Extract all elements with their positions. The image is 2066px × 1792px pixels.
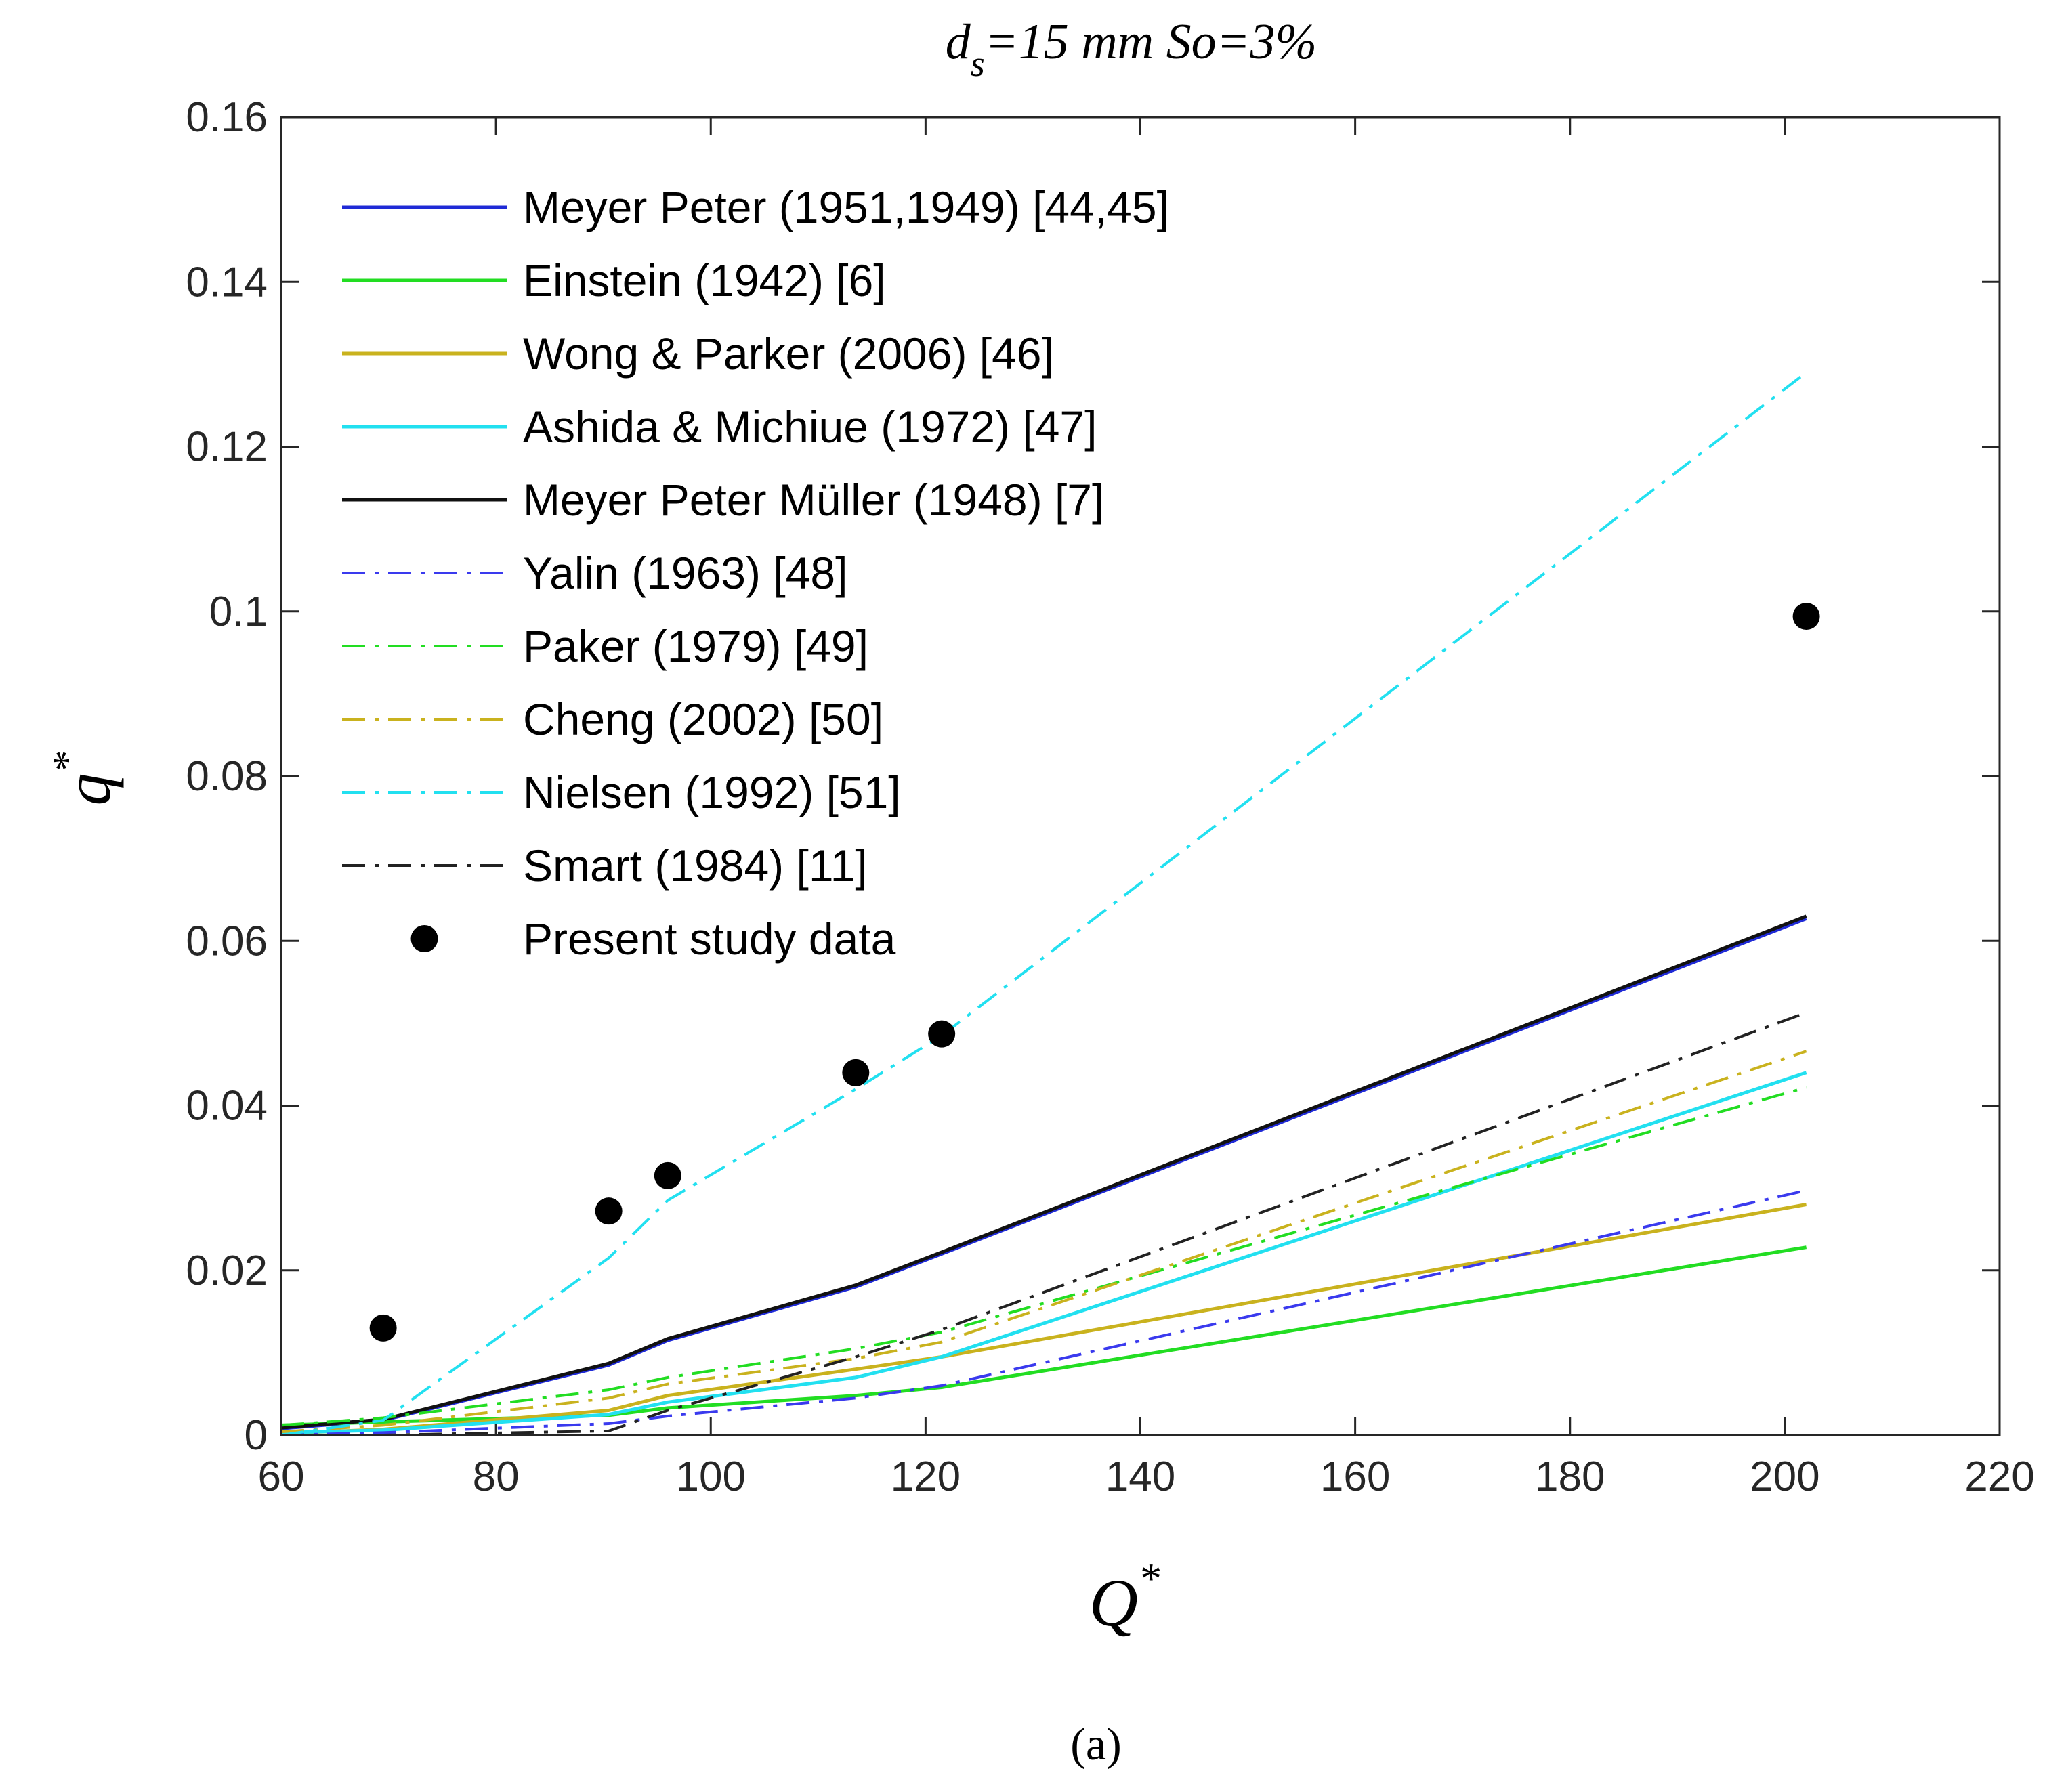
y-tick-label: 0.06 — [186, 918, 268, 964]
y-axis-label-sup: * — [45, 752, 91, 773]
legend-swatch-scatter — [410, 925, 438, 952]
legend-label-5: Yalin (1963) [48] — [523, 548, 847, 598]
series-line-5 — [280, 1189, 1807, 1436]
x-axis-label-base: Q — [1089, 1565, 1138, 1640]
chart-title-rest: =15 mm So=3% — [985, 14, 1317, 70]
legend-label-3: Ashida & Michiue (1972) [47] — [523, 402, 1097, 452]
x-tick-label: 140 — [1105, 1453, 1175, 1500]
x-tick-label: 160 — [1320, 1453, 1390, 1500]
series-line-3 — [280, 1071, 1807, 1434]
series-line-1 — [280, 1245, 1807, 1427]
y-tick-label: 0.14 — [186, 259, 268, 305]
y-tick-label: 0.16 — [186, 94, 268, 141]
x-axis-label: Q* — [1089, 1554, 1160, 1640]
x-tick-label: 60 — [258, 1453, 305, 1500]
legend-label-6: Paker (1979) [49] — [523, 621, 868, 671]
y-tick-label: 0.1 — [209, 589, 268, 635]
ticks-layer: 60 80 100 120 140 160 180 200 220 0 0.02 0.04 0.06 0.… — [186, 94, 2034, 1500]
legend: Meyer Peter (1951,1949) [44,45] Einstein … — [342, 182, 1169, 964]
x-tick-label: 200 — [1750, 1453, 1819, 1500]
x-axis-label-sup: * — [1138, 1554, 1160, 1602]
legend-label-2: Wong & Parker (2006) [46] — [523, 328, 1054, 379]
x-tick-label: 120 — [891, 1453, 961, 1500]
legend-label-9: Smart (1984) [11] — [523, 840, 868, 891]
x-tick-label: 180 — [1535, 1453, 1605, 1500]
legend-label-1: Einstein (1942) [6] — [523, 255, 886, 305]
x-tick-label: 80 — [473, 1453, 520, 1500]
data-point — [928, 1020, 956, 1048]
series-line-7 — [280, 1050, 1807, 1434]
data-point — [595, 1197, 623, 1225]
legend-label-4: Meyer Peter Müller (1948) [7] — [523, 475, 1104, 525]
y-axis-label-base: q — [51, 773, 124, 806]
y-axis-label: q* — [45, 752, 124, 806]
chart-title-prefix: d — [946, 14, 971, 70]
svg-text:q*: q* — [45, 752, 124, 806]
plot-area-frame — [280, 116, 2001, 1436]
chart-title: ds=15 mm So=3% — [946, 14, 1317, 84]
y-tick-label: 0.08 — [186, 753, 268, 800]
data-point — [1792, 603, 1820, 631]
scatter-layer — [369, 603, 1820, 1342]
legend-label-0: Meyer Peter (1951,1949) [44,45] — [523, 182, 1169, 232]
x-tick-label: 100 — [676, 1453, 746, 1500]
chart-title-subscript: s — [971, 43, 985, 84]
data-point — [654, 1161, 681, 1189]
figure-caption: (a) — [1070, 1718, 1121, 1770]
y-tick-label: 0.04 — [186, 1083, 268, 1130]
series-line-6 — [280, 1086, 1807, 1427]
x-tick-label: 220 — [1964, 1453, 2034, 1500]
y-tick-label: 0 — [245, 1412, 268, 1459]
data-point — [369, 1314, 397, 1342]
y-tick-label: 0.02 — [186, 1247, 268, 1294]
legend-label-scatter: Present study data — [523, 914, 896, 964]
y-tick-label: 0.12 — [186, 424, 268, 471]
legend-label-8: Nielsen (1992) [51] — [523, 767, 901, 817]
data-point — [842, 1059, 870, 1086]
legend-label-7: Cheng (2002) [50] — [523, 694, 883, 744]
